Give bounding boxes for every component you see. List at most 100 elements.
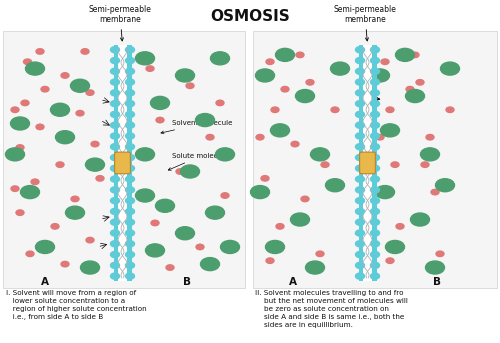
- Circle shape: [426, 134, 434, 140]
- Circle shape: [370, 241, 380, 247]
- Circle shape: [406, 90, 424, 103]
- Circle shape: [436, 179, 454, 192]
- Circle shape: [110, 187, 120, 193]
- Circle shape: [110, 208, 120, 214]
- Circle shape: [310, 148, 330, 161]
- Circle shape: [126, 187, 134, 193]
- Circle shape: [436, 251, 444, 257]
- Circle shape: [41, 86, 49, 92]
- Circle shape: [416, 80, 424, 85]
- Circle shape: [370, 176, 380, 182]
- Circle shape: [110, 198, 120, 204]
- Circle shape: [266, 258, 274, 263]
- Circle shape: [20, 186, 40, 199]
- Circle shape: [6, 148, 25, 161]
- Circle shape: [126, 90, 134, 96]
- Circle shape: [176, 169, 184, 174]
- Circle shape: [370, 154, 380, 161]
- Circle shape: [396, 224, 404, 229]
- Circle shape: [271, 107, 279, 113]
- Circle shape: [80, 261, 100, 274]
- Circle shape: [296, 52, 304, 58]
- Circle shape: [426, 261, 444, 274]
- Circle shape: [146, 66, 154, 71]
- Circle shape: [356, 230, 364, 236]
- Circle shape: [391, 162, 399, 167]
- Circle shape: [356, 57, 364, 63]
- Circle shape: [110, 79, 120, 85]
- Circle shape: [386, 240, 404, 253]
- Circle shape: [24, 59, 32, 64]
- Circle shape: [356, 90, 364, 96]
- Circle shape: [356, 262, 364, 269]
- Circle shape: [206, 134, 214, 140]
- Circle shape: [126, 111, 134, 118]
- Circle shape: [370, 57, 380, 63]
- Circle shape: [370, 68, 380, 74]
- Circle shape: [110, 144, 120, 150]
- Circle shape: [200, 258, 220, 271]
- Circle shape: [301, 196, 309, 202]
- Circle shape: [110, 230, 120, 236]
- Circle shape: [356, 68, 364, 74]
- Circle shape: [126, 57, 134, 63]
- Circle shape: [356, 198, 364, 204]
- Circle shape: [110, 251, 120, 258]
- Circle shape: [270, 124, 289, 137]
- Circle shape: [110, 262, 120, 269]
- Circle shape: [210, 52, 230, 65]
- Circle shape: [76, 110, 84, 116]
- Circle shape: [326, 179, 344, 192]
- Text: OSMOSIS: OSMOSIS: [210, 9, 290, 24]
- Circle shape: [370, 165, 380, 172]
- Circle shape: [206, 206, 225, 219]
- Circle shape: [110, 68, 120, 74]
- FancyBboxPatch shape: [128, 45, 132, 281]
- Circle shape: [126, 251, 134, 258]
- Circle shape: [21, 100, 29, 106]
- FancyBboxPatch shape: [358, 45, 362, 281]
- Circle shape: [266, 59, 274, 64]
- Circle shape: [126, 241, 134, 247]
- Circle shape: [126, 219, 134, 225]
- Circle shape: [356, 122, 364, 128]
- Circle shape: [276, 224, 284, 229]
- Circle shape: [221, 193, 229, 198]
- Circle shape: [356, 79, 364, 85]
- Circle shape: [421, 162, 429, 167]
- Circle shape: [91, 141, 99, 147]
- Circle shape: [110, 273, 120, 279]
- Circle shape: [81, 49, 89, 54]
- Text: Semi-permeable
membrane: Semi-permeable membrane: [88, 4, 152, 41]
- Circle shape: [331, 107, 339, 113]
- Circle shape: [86, 237, 94, 243]
- Circle shape: [110, 90, 120, 96]
- Circle shape: [370, 111, 380, 118]
- Circle shape: [370, 262, 380, 269]
- Text: Semi-permeable
membrane: Semi-permeable membrane: [334, 4, 396, 41]
- Circle shape: [431, 189, 439, 195]
- FancyBboxPatch shape: [114, 45, 117, 281]
- Circle shape: [256, 134, 264, 140]
- Circle shape: [386, 107, 394, 113]
- Circle shape: [306, 261, 324, 274]
- Circle shape: [250, 186, 270, 199]
- Circle shape: [330, 62, 349, 75]
- Circle shape: [220, 240, 240, 253]
- Circle shape: [316, 251, 324, 257]
- Circle shape: [156, 117, 164, 123]
- Circle shape: [126, 176, 134, 182]
- Circle shape: [61, 261, 69, 267]
- Text: I. Solvent will move from a region of
   lower solute concentration to a
   regi: I. Solvent will move from a region of lo…: [6, 290, 146, 320]
- Circle shape: [126, 198, 134, 204]
- Circle shape: [126, 68, 134, 74]
- Circle shape: [370, 273, 380, 279]
- Circle shape: [56, 162, 64, 167]
- Circle shape: [110, 219, 120, 225]
- Circle shape: [156, 199, 174, 212]
- Circle shape: [70, 79, 90, 92]
- Circle shape: [370, 47, 380, 53]
- Circle shape: [10, 117, 29, 130]
- Circle shape: [136, 52, 154, 65]
- Circle shape: [31, 179, 39, 185]
